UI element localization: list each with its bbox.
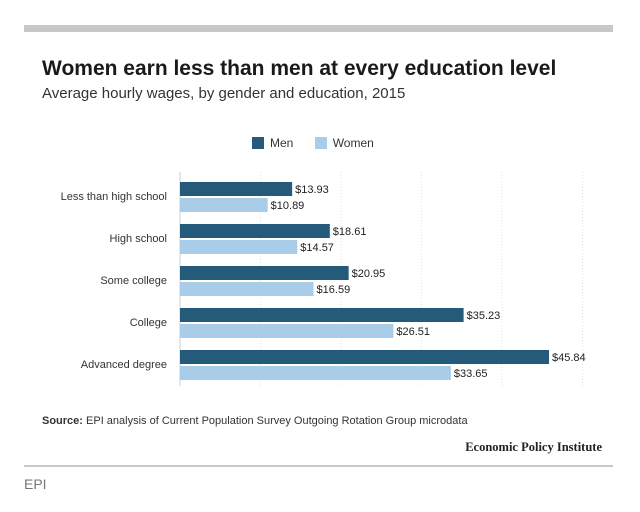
bar-women: [180, 366, 451, 380]
data-label-women: $33.65: [454, 368, 488, 380]
bar-men: [180, 350, 550, 364]
legend-label-women: Women: [332, 136, 374, 150]
brand-logo: Economic Policy Institute: [465, 440, 602, 454]
data-label-women: $16.59: [317, 284, 351, 296]
bar-men: [180, 266, 349, 280]
data-label-men: $20.95: [352, 268, 386, 280]
chart-subtitle: Average hourly wages, by gender and educ…: [42, 85, 406, 102]
bar-women: [180, 240, 298, 254]
data-label-men: $45.84: [552, 352, 586, 364]
bar-men: [180, 182, 293, 196]
source-note: Source: EPI analysis of Current Populati…: [42, 415, 468, 427]
legend: Men Women: [252, 136, 392, 150]
data-label-women: $10.89: [271, 200, 305, 212]
bar-men: [180, 224, 330, 238]
chart-title: Women earn less than men at every educat…: [42, 57, 557, 80]
legend-item-men: Men: [252, 136, 293, 150]
legend-label-men: Men: [270, 136, 294, 150]
source-text: EPI analysis of Current Population Surve…: [82, 415, 468, 427]
bar-women: [180, 198, 268, 212]
data-label-men: $18.61: [333, 226, 367, 238]
bar-men: [180, 308, 464, 322]
category-label: High school: [110, 233, 167, 245]
legend-swatch-women: [314, 137, 327, 149]
source-label: Source:: [42, 415, 83, 427]
data-label-men: $13.93: [295, 184, 329, 196]
category-label: Advanced degree: [81, 359, 167, 371]
image-credit: EPI: [24, 476, 47, 492]
data-label-women: $26.51: [396, 326, 430, 338]
top-rule: [24, 25, 613, 32]
category-label: Less than high school: [61, 191, 167, 203]
legend-swatch-men: [252, 137, 264, 149]
bar-women: [180, 282, 314, 296]
bar-women: [180, 324, 394, 338]
category-label: Some college: [100, 275, 167, 287]
legend-item-women: Women: [314, 136, 374, 150]
data-label-men: $35.23: [467, 310, 501, 322]
category-label: College: [130, 317, 167, 329]
data-label-women: $14.57: [300, 242, 334, 254]
bottom-rule: [24, 465, 613, 467]
